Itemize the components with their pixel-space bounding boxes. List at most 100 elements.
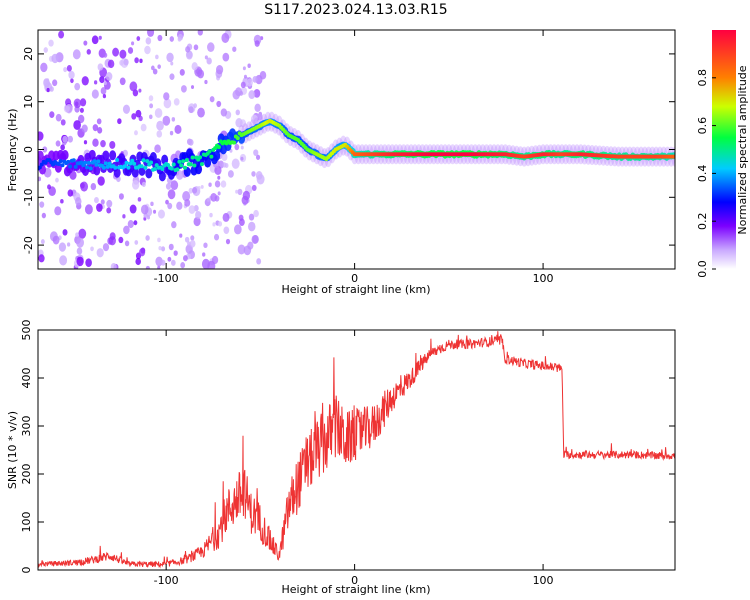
spectrogram-ridge-core	[66, 159, 71, 164]
spectrogram-ridge-core	[58, 159, 63, 164]
spectrogram-ridge-outer	[109, 150, 117, 161]
spectrogram-noise-blob	[217, 191, 221, 196]
snr-panel: -100 0 100 0 100 200 300 400 500 Height of strai…	[6, 320, 676, 596]
spectrogram-noise-blob	[206, 197, 211, 202]
spectrogram-noise-blob	[49, 111, 55, 119]
spectrogram-noise-blob	[180, 262, 186, 269]
spectrogram-ridge-core	[184, 158, 189, 163]
colorbar-tick-label: 0.4	[696, 165, 709, 183]
spectrogram-noise-blob	[93, 235, 97, 240]
spectrogram-noise-blob	[54, 206, 62, 216]
spectrogram-noise-blob	[156, 120, 164, 131]
spectrogram-noise-blob	[151, 65, 155, 71]
spectrogram-noise-blob	[118, 193, 124, 200]
spectrogram-noise-blob	[102, 243, 110, 252]
spectrogram-noise-blob	[152, 68, 158, 75]
spectrogram-noise-blob	[190, 85, 195, 90]
spectrogram-noise-blob	[81, 76, 89, 86]
spectrogram-ridge-outer	[195, 164, 203, 175]
spectrogram-noise-blob	[154, 108, 163, 118]
spectrogram-ridge-core	[124, 160, 129, 165]
spectrogram-noise-blob	[256, 258, 262, 265]
spectrogram-noise-blob	[170, 61, 174, 66]
y-tick-label: 20	[22, 47, 35, 61]
spectrogram-noise-blob	[217, 175, 221, 180]
spectrogram-noise-blob	[155, 256, 163, 267]
spectrogram-noise-blob	[41, 212, 47, 219]
spectrogram-noise-blob	[203, 242, 208, 249]
spectrogram-noise-blob	[133, 220, 138, 226]
spectrogram-noise-blob	[49, 86, 54, 92]
spectrogram-noise-blob	[46, 78, 50, 83]
spectrogram-noise-blob	[92, 138, 99, 147]
spectrogram-noise-blob	[97, 63, 104, 71]
y-tick-label: 0	[22, 146, 35, 153]
spectrogram-noise-blob	[123, 225, 130, 235]
spectrogram-noise-blob	[259, 71, 267, 80]
spectrogram-noise-blob	[94, 196, 99, 204]
spectrogram-noise-blob	[223, 226, 230, 234]
spectrogram-noise-blob	[93, 80, 98, 85]
spectrogram-ridge-core	[115, 157, 120, 162]
spectrogram-noise-blob	[240, 145, 244, 150]
spectrogram-noise-blob	[58, 30, 65, 39]
spectrogram-ridge-core	[56, 161, 61, 166]
spectrogram-noise-blob	[248, 213, 255, 221]
x-tick-label: 100	[533, 574, 554, 587]
spectrogram-noise-blob	[204, 55, 208, 60]
spectrogram-noise-blob	[38, 176, 42, 182]
spectrogram-noise-blob	[67, 135, 74, 143]
spectrogram-plot-area	[38, 30, 675, 269]
spectrogram-noise-blob	[77, 114, 85, 124]
spectrogram-noise-blob	[183, 255, 188, 262]
spectrogram-noise-blob	[112, 47, 120, 57]
spectrogram-noise-blob	[62, 229, 68, 236]
spectrogram-noise-blob	[240, 81, 246, 89]
spectrogram-noise-blob	[217, 221, 223, 227]
y-tick-label: 10	[22, 95, 35, 109]
spectrogram-noise-blob	[214, 233, 220, 241]
spectrogram-ridge-core	[96, 159, 101, 164]
spectrogram-noise-blob	[174, 124, 182, 135]
spectrogram-noise-blob	[47, 184, 51, 190]
spectrogram-noise-blob	[122, 214, 126, 219]
spectrogram-noise-blob	[251, 171, 256, 177]
snr-x-label: Height of straight line (km)	[281, 583, 430, 596]
spectrogram-ridge-outer	[204, 157, 212, 168]
spectrogram-noise-blob	[72, 49, 81, 60]
spectrogram-noise-blob	[193, 216, 201, 227]
spectrogram-ridge-core	[207, 149, 212, 154]
spectrogram-noise-blob	[184, 236, 190, 243]
spectrogram-noise-blob	[243, 245, 252, 256]
spectrogram-noise-blob	[46, 87, 50, 93]
spectrogram-noise-blob	[97, 126, 103, 134]
colorbar-ticks: 0.0 0.2 0.4 0.6 0.8	[696, 69, 716, 278]
spectrogram-noise-blob	[254, 40, 260, 47]
spectrogram-noise-blob	[97, 176, 105, 186]
spectrogram-noise-blob	[242, 66, 246, 71]
spectrogram-ridge-outer	[158, 171, 166, 182]
spectrogram-ridge-core	[113, 165, 118, 170]
spectrogram-noise-blob	[80, 181, 89, 192]
spectrogram-noise-blob	[179, 69, 185, 76]
spectrogram-noise-blob	[76, 256, 84, 267]
spectrogram-noise-blob	[197, 30, 203, 36]
spectrogram-noise-blob	[141, 181, 146, 188]
spectrogram-noise-blob	[227, 170, 234, 178]
spectrogram-ridge-core	[160, 166, 165, 171]
spectrogram-noise-blob	[127, 47, 134, 54]
spectrogram-noise-blob	[107, 59, 115, 69]
colorbar-label: Normalized spectral amplitude	[736, 65, 749, 234]
spectrogram-noise-blob	[188, 106, 194, 114]
spectrogram-noise-blob	[129, 204, 137, 214]
spectrogram-noise-blob	[171, 117, 176, 122]
spectrogram-noise-blob	[96, 248, 104, 258]
spectrogram-noise-blob	[216, 100, 222, 108]
spectrogram-noise-blob	[233, 224, 242, 235]
spectrogram-noise-blob	[55, 113, 62, 122]
spectrogram-noise-blob	[140, 123, 147, 132]
spectrogram-ridge-core	[209, 154, 214, 159]
x-tick-label: 100	[533, 272, 554, 285]
spectrogram-ridge-core	[232, 140, 236, 145]
